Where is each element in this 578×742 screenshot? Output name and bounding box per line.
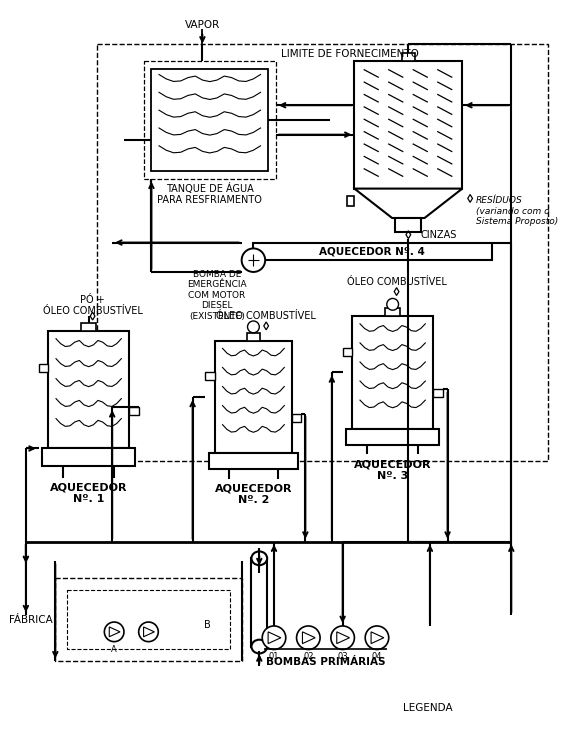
Bar <box>343 348 353 355</box>
Bar <box>215 341 292 453</box>
Text: AQUECEDOR
Nº. 1: AQUECEDOR Nº. 1 <box>50 483 127 505</box>
Polygon shape <box>354 188 462 218</box>
Circle shape <box>242 249 265 272</box>
Text: 01: 01 <box>269 652 279 661</box>
Bar <box>292 414 302 421</box>
Text: AQUECEDOR
Nº. 3: AQUECEDOR Nº. 3 <box>354 459 431 481</box>
Text: 02: 02 <box>303 652 314 661</box>
Bar <box>143 61 276 179</box>
Text: BOMBA DE
EMERGÊNCIA
COM MOTOR
DIESEL
(EXISTENTE): BOMBA DE EMERGÊNCIA COM MOTOR DIESEL (EX… <box>187 270 247 321</box>
Bar <box>209 453 298 469</box>
Text: TANQUE DE ÁGUA
PARA RESFRIAMENTO: TANQUE DE ÁGUA PARA RESFRIAMENTO <box>157 183 262 206</box>
Bar <box>205 372 215 380</box>
Bar <box>97 45 547 462</box>
Circle shape <box>262 626 286 649</box>
Text: 04: 04 <box>372 652 382 661</box>
Bar <box>81 323 96 331</box>
Text: ÓLEO COMBUSTÍVEL: ÓLEO COMBUSTÍVEL <box>216 311 316 321</box>
Bar <box>151 69 268 171</box>
Bar <box>346 429 439 444</box>
Bar <box>251 558 267 646</box>
Text: AQUECEDOR Nº. 4: AQUECEDOR Nº. 4 <box>319 246 425 257</box>
Text: BOMBAS PRIMÁRIAS: BOMBAS PRIMÁRIAS <box>266 657 385 667</box>
Text: AQUECEDOR
Nº. 2: AQUECEDOR Nº. 2 <box>214 484 292 505</box>
Circle shape <box>247 321 260 332</box>
Ellipse shape <box>251 551 267 565</box>
Bar <box>402 53 415 61</box>
Bar <box>354 61 462 188</box>
Bar <box>247 332 260 341</box>
Bar <box>386 308 400 316</box>
Bar <box>42 448 135 466</box>
Text: FÁBRICA: FÁBRICA <box>9 614 53 625</box>
Circle shape <box>297 626 320 649</box>
Bar <box>253 243 492 260</box>
Circle shape <box>331 626 354 649</box>
Bar <box>395 218 421 232</box>
Text: ÓLEO COMBUSTÍVEL: ÓLEO COMBUSTÍVEL <box>347 277 447 286</box>
Text: B: B <box>204 620 211 630</box>
Text: LIMITE DE FORNECIMENTO: LIMITE DE FORNECIMENTO <box>280 50 418 59</box>
Text: 03: 03 <box>338 652 348 661</box>
Text: RESÍDUOS
(variando com o
Sistema Proposto): RESÍDUOS (variando com o Sistema Propost… <box>476 197 558 226</box>
Bar <box>353 316 433 429</box>
Text: VAPOR: VAPOR <box>185 20 220 30</box>
Text: LEGENDA: LEGENDA <box>403 703 453 713</box>
Bar <box>67 590 230 649</box>
Text: PÓ +
ÓLEO COMBUSTÍVEL: PÓ + ÓLEO COMBUSTÍVEL <box>43 295 143 316</box>
Bar <box>347 197 354 206</box>
Circle shape <box>139 622 158 642</box>
Bar <box>55 578 242 661</box>
Bar <box>129 407 139 415</box>
Text: A: A <box>112 645 117 654</box>
Ellipse shape <box>251 640 267 654</box>
Bar <box>49 331 129 448</box>
Circle shape <box>387 298 399 310</box>
Circle shape <box>105 622 124 642</box>
Bar <box>433 390 443 397</box>
Text: CINZAS: CINZAS <box>420 230 457 240</box>
Bar <box>39 364 49 372</box>
Circle shape <box>365 626 389 649</box>
